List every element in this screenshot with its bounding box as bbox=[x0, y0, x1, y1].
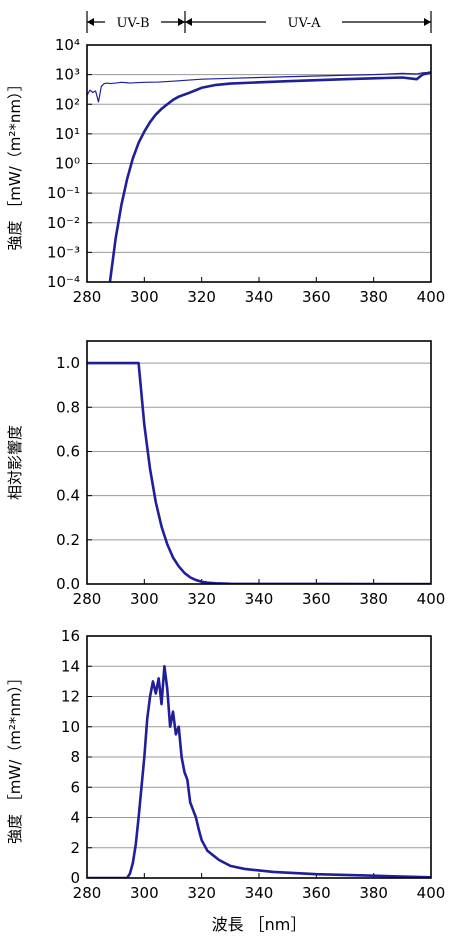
y-tick-label: 12 bbox=[61, 688, 80, 706]
y-tick-label: 0 bbox=[70, 869, 80, 887]
x-tick-label: 300 bbox=[130, 288, 159, 306]
x-tick-label: 320 bbox=[187, 590, 216, 608]
x-axis-label: 波長 ［nm］ bbox=[212, 915, 307, 934]
y-tick-label: 10 bbox=[61, 718, 80, 736]
y-tick-label: 10⁴ bbox=[55, 36, 80, 54]
x-tick-label: 300 bbox=[130, 884, 159, 902]
uva-arrow-head-left bbox=[185, 18, 192, 26]
y-tick-label: 10⁻¹ bbox=[47, 184, 80, 202]
uvb-arrow-head-left bbox=[87, 18, 94, 26]
y-tick-label: 10⁰ bbox=[55, 155, 80, 173]
y-tick-label: 0.8 bbox=[56, 398, 80, 416]
x-tick-label: 340 bbox=[245, 288, 274, 306]
plot-frame bbox=[86, 340, 432, 585]
x-tick-label: 380 bbox=[359, 590, 388, 608]
plot-frame bbox=[86, 635, 432, 879]
y-tick-label: 6 bbox=[70, 778, 80, 796]
x-tick-label: 300 bbox=[130, 590, 159, 608]
x-tick-label: 380 bbox=[359, 884, 388, 902]
y-tick-label: 10³ bbox=[55, 66, 80, 84]
series-line-thick bbox=[108, 70, 431, 282]
y-tick-label: 2 bbox=[70, 839, 80, 857]
uv-band-header: UV-B UV-A bbox=[86, 11, 432, 33]
y-tick-label: 0.2 bbox=[56, 531, 80, 549]
y-tick-label: 8 bbox=[70, 748, 80, 766]
x-tick-label: 320 bbox=[187, 288, 216, 306]
series-line-thick bbox=[87, 361, 431, 584]
y-axis-label: 強度 ［mW/（m²*nm）］ bbox=[6, 76, 24, 250]
y-tick-label: 4 bbox=[70, 809, 80, 827]
x-tick-label: 400 bbox=[417, 590, 446, 608]
series-line-thin bbox=[87, 71, 431, 103]
x-tick-label: 360 bbox=[302, 288, 331, 306]
x-tick-label: 340 bbox=[245, 590, 274, 608]
x-tick-label: 280 bbox=[73, 884, 102, 902]
y-axis-label: 相対影響度 bbox=[6, 425, 24, 500]
x-tick-label: 280 bbox=[73, 590, 102, 608]
uva-arrow-head-right bbox=[424, 18, 431, 26]
y-tick-label: 16 bbox=[61, 627, 80, 645]
y-tick-label: 0.0 bbox=[56, 575, 80, 593]
y-tick-label: 10¹ bbox=[55, 125, 80, 143]
y-tick-label: 10⁻³ bbox=[47, 243, 80, 261]
series-line-thick bbox=[87, 664, 431, 878]
y-tick-label: 10⁻² bbox=[47, 214, 80, 232]
uvb-arrow-head-right bbox=[178, 18, 185, 26]
x-tick-label: 360 bbox=[302, 590, 331, 608]
x-tick-label: 360 bbox=[302, 884, 331, 902]
x-tick-label: 400 bbox=[417, 288, 446, 306]
x-tick-label: 320 bbox=[187, 884, 216, 902]
y-tick-label: 14 bbox=[61, 657, 80, 675]
x-tick-label: 280 bbox=[73, 288, 102, 306]
x-tick-label: 400 bbox=[417, 884, 446, 902]
uvb-label: UV-B bbox=[116, 16, 149, 31]
x-tick-label: 380 bbox=[359, 288, 388, 306]
y-tick-label: 10⁻⁴ bbox=[47, 273, 80, 291]
uva-label: UV-A bbox=[288, 16, 322, 31]
y-tick-label: 0.4 bbox=[56, 487, 80, 505]
plot-frame bbox=[86, 44, 432, 283]
x-tick-label: 340 bbox=[245, 884, 274, 902]
y-tick-label: 1.0 bbox=[56, 354, 80, 372]
y-tick-label: 0.6 bbox=[56, 442, 80, 460]
y-axis-label: 強度 ［mW/（m²*nm）］ bbox=[6, 670, 24, 844]
y-tick-label: 10² bbox=[55, 95, 80, 113]
